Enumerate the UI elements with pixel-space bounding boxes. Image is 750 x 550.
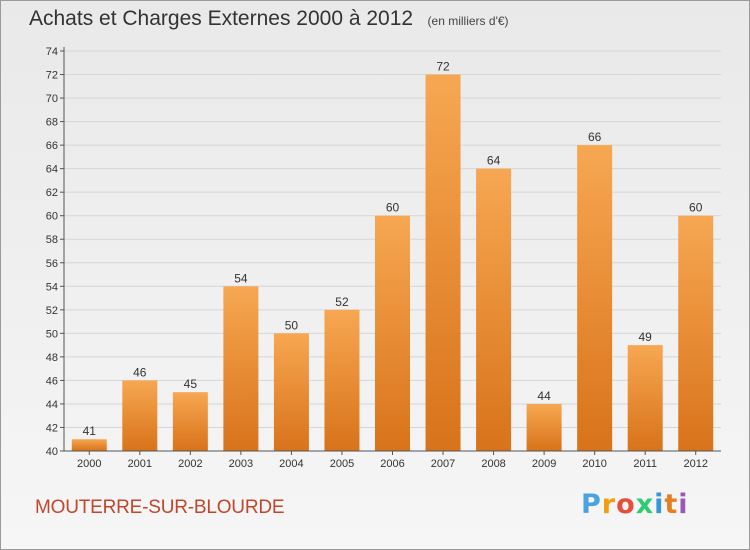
bar-2012	[678, 215, 714, 451]
x-tick-label-2001: 2001	[128, 458, 152, 470]
y-tick-label: 74	[46, 46, 58, 58]
brand-logo: Proxiti	[581, 489, 689, 520]
x-tick-label-2003: 2003	[229, 458, 253, 470]
y-tick-label: 70	[46, 93, 58, 105]
commune-name: MOUTERRE-SUR-BLOURDE	[35, 497, 285, 518]
brand-letter: i	[654, 489, 665, 520]
x-tick-label-2002: 2002	[178, 458, 202, 470]
title-row: Achats et Charges Externes 2000 à 2012 (…	[29, 7, 509, 31]
bar-2007	[425, 74, 461, 451]
y-tick-label: 64	[46, 164, 58, 176]
y-tick-label: 58	[46, 234, 58, 246]
bar-layer	[71, 74, 714, 451]
x-tick-label-2000: 2000	[77, 458, 101, 470]
y-tick-label: 42	[46, 422, 58, 434]
y-tick-label: 46	[46, 375, 58, 387]
chart-unit: (en milliers d'€)	[427, 14, 509, 28]
x-tick-label-2006: 2006	[380, 458, 404, 470]
brand-letter: r	[601, 489, 617, 520]
y-tick-label: 68	[46, 117, 58, 129]
x-tick-label-2011: 2011	[633, 458, 657, 470]
y-tick-label: 48	[46, 352, 58, 364]
data-label-2012: 60	[689, 201, 703, 215]
data-label-2010: 66	[588, 130, 602, 144]
data-label-2011: 49	[639, 330, 653, 344]
x-tick-label-2010: 2010	[582, 458, 606, 470]
brand-letter: t	[664, 489, 679, 520]
data-label-2004: 50	[285, 318, 299, 332]
data-label-2003: 54	[234, 271, 248, 285]
y-tick-label: 60	[46, 211, 58, 223]
data-label-2000: 41	[83, 424, 97, 438]
y-tick-label: 56	[46, 258, 58, 270]
y-tick-label: 52	[46, 305, 58, 317]
bar-2008	[476, 168, 512, 451]
y-tick-label: 44	[46, 399, 58, 411]
brand-letter: x	[635, 489, 655, 520]
data-label-2007: 72	[436, 60, 450, 74]
bar-2011	[627, 345, 663, 451]
y-tick-label: 62	[46, 187, 58, 199]
bar-2003	[223, 286, 259, 451]
y-tick-label: 54	[46, 281, 58, 293]
y-tick-label: 40	[46, 446, 58, 458]
bar-2002	[172, 392, 208, 451]
bar-2005	[324, 309, 360, 451]
y-tick-label: 72	[46, 70, 58, 82]
axis-layer	[60, 47, 721, 455]
data-label-2002: 45	[184, 377, 198, 391]
brand-letter: P	[581, 489, 602, 520]
brand-letter: i	[678, 489, 689, 520]
y-tick-label: 50	[46, 328, 58, 340]
bar-2004	[273, 333, 309, 451]
bar-2001	[122, 380, 158, 451]
data-label-2009: 44	[537, 389, 551, 403]
data-label-2008: 64	[487, 154, 501, 168]
data-label-2006: 60	[386, 201, 400, 215]
label-layer: 40 42 44 46 48 50 52 54 56 58 60 62 64 66 68 70 72 74 41 20…	[46, 46, 708, 470]
data-label-2005: 52	[335, 295, 349, 309]
bar-2009	[526, 403, 562, 451]
x-tick-label-2012: 2012	[683, 458, 707, 470]
y-tick-label: 66	[46, 140, 58, 152]
x-tick-label-2007: 2007	[431, 458, 455, 470]
x-tick-label-2004: 2004	[279, 458, 303, 470]
x-tick-label-2008: 2008	[481, 458, 505, 470]
bar-2006	[375, 215, 410, 451]
brand-letter: o	[616, 489, 636, 520]
chart-title: Achats et Charges Externes 2000 à 2012	[29, 7, 414, 30]
bar-2000	[71, 439, 107, 451]
x-tick-label-2009: 2009	[532, 458, 556, 470]
x-tick-label-2005: 2005	[330, 458, 354, 470]
data-label-2001: 46	[133, 365, 147, 379]
bar-2010	[577, 145, 613, 451]
